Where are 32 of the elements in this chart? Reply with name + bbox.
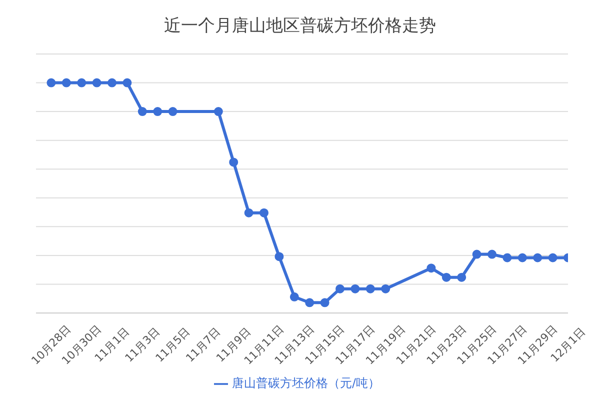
point xyxy=(442,272,451,282)
point xyxy=(502,253,512,262)
point xyxy=(229,158,238,167)
point xyxy=(138,107,147,116)
chart-title: 近一个月唐山地区普碳方坯价格走势 xyxy=(163,15,437,38)
point xyxy=(214,107,223,116)
point xyxy=(92,78,102,88)
point xyxy=(533,253,542,262)
point xyxy=(488,250,496,259)
point xyxy=(168,107,178,116)
point xyxy=(290,292,299,302)
point xyxy=(62,78,71,88)
point xyxy=(274,252,284,262)
point xyxy=(350,284,360,294)
point xyxy=(336,284,344,294)
point xyxy=(548,253,558,262)
legend-label: 唐山普碳方坯价格（元/吨） xyxy=(232,376,380,390)
point xyxy=(77,78,86,88)
point xyxy=(381,284,390,294)
point xyxy=(457,272,466,282)
point xyxy=(260,208,268,218)
point xyxy=(518,253,527,262)
point xyxy=(320,298,330,308)
point xyxy=(305,298,314,308)
point xyxy=(244,208,254,218)
point xyxy=(153,107,162,116)
point xyxy=(472,250,482,259)
point xyxy=(426,264,436,273)
point xyxy=(46,78,56,88)
point xyxy=(122,78,132,88)
point xyxy=(108,78,116,88)
point xyxy=(366,284,375,294)
